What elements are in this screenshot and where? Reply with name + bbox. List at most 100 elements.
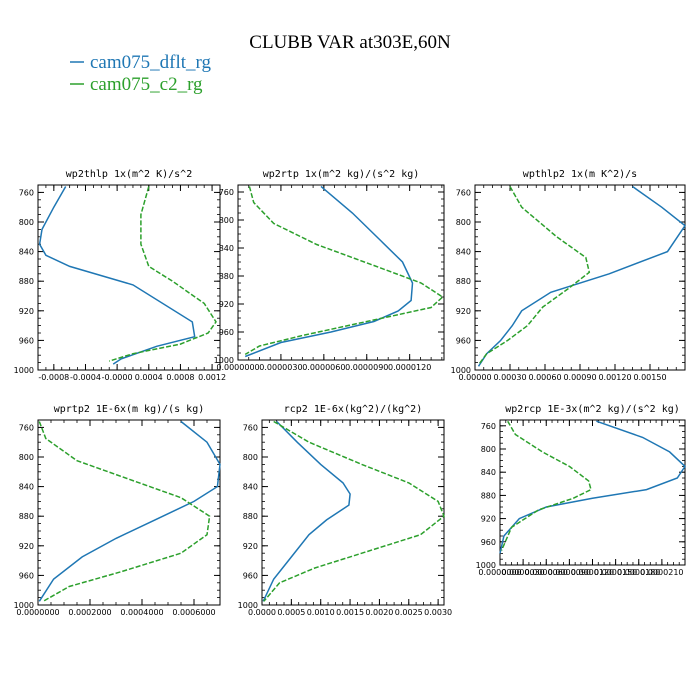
x-tick-label: -0.0008 <box>38 373 69 382</box>
y-tick-label: 1000 <box>214 356 234 365</box>
y-tick-label: 1000 <box>14 601 34 610</box>
y-tick-label: 920 <box>481 515 496 524</box>
series-line-dflt <box>244 185 414 358</box>
x-tick-label: 0.00150 <box>633 373 666 382</box>
y-tick-label: 760 <box>481 422 496 431</box>
panel-5: rcp2 1E-6x(kg^2)/(kg^2) 760 800 840 880 920 96… <box>238 404 452 617</box>
y-tick-label: 960 <box>219 328 234 337</box>
x-tick-label: 0.0000150 <box>594 568 637 577</box>
y-tick-label: 960 <box>456 336 471 345</box>
y-tick-label: 880 <box>243 512 258 521</box>
y-tick-label: 880 <box>19 512 34 521</box>
y-tick-label: 1000 <box>14 366 34 375</box>
y-tick-label: 840 <box>243 483 258 492</box>
x-tick-label: 0.0015 <box>336 608 364 617</box>
series-line-dflt <box>477 185 687 367</box>
y-tick-label: 800 <box>481 445 496 454</box>
y-tick-label: 760 <box>219 188 234 197</box>
x-tick-label: 0.0025 <box>395 608 423 617</box>
series-line-c2 <box>38 421 211 602</box>
panel-2: wp2rtp 1x(m^2 kg)/(s^2 kg) 760 800 840 880 92… <box>214 169 445 372</box>
panel-title: wpthlp2 1x(m K^2)/s <box>523 169 637 180</box>
x-tick-label: 0.00060 <box>528 373 561 382</box>
panel-title: wprtp2 1E-6x(m kg)/(s kg) <box>54 404 205 415</box>
x-tick-label: 0.0000120 <box>571 568 614 577</box>
x-tick-label: 0.0000090 <box>548 568 591 577</box>
legend-label-c2: cam075_c2_rg <box>90 74 203 95</box>
y-tick-label: 920 <box>19 542 34 551</box>
axes-frame <box>37 184 221 371</box>
x-tick-label: 0.0010 <box>307 608 335 617</box>
x-tick-label: 0.00090 <box>563 373 596 382</box>
x-tick-label: 0.00120 <box>598 373 631 382</box>
series-line-c2 <box>244 186 444 356</box>
x-tick-label: 0.0008 <box>166 373 194 382</box>
panel-title: wp2rtp 1x(m^2 kg)/(s^2 kg) <box>263 169 420 180</box>
y-tick-label: 880 <box>19 277 34 286</box>
panel-title: rcp2 1E-6x(kg^2)/(kg^2) <box>284 404 422 415</box>
series-line-c2 <box>500 420 592 551</box>
y-tick-label: 960 <box>481 538 496 547</box>
x-tick-label: 0.0000120 <box>388 363 431 372</box>
x-tick-label: -0.0000 <box>102 373 133 382</box>
y-tick-label: 960 <box>19 571 34 580</box>
series-line-dflt <box>38 420 221 602</box>
y-tick-label: 760 <box>456 188 471 197</box>
y-tick-label: 760 <box>19 188 34 197</box>
legend-label-dflt: cam075_dflt_rg <box>90 52 212 73</box>
y-tick-label: 920 <box>219 300 234 309</box>
panel-1: wp2thlp 1x(m^2 K)/s^2 760 800 840 880 920 960 1… <box>14 169 226 382</box>
y-tick-label: 760 <box>19 423 34 432</box>
x-tick-label: 0.0000210 <box>640 568 683 577</box>
y-tick-label: 1000 <box>451 366 471 375</box>
x-tick-label: 0.0004 <box>135 373 163 382</box>
x-tick-label: 0.0000060 <box>302 363 345 372</box>
x-tick-label: -0.0004 <box>70 373 101 382</box>
y-tick-label: 1000 <box>476 561 496 570</box>
y-tick-label: 1000 <box>238 601 258 610</box>
x-tick-label: 0.0000090 <box>345 363 388 372</box>
y-tick-label: 920 <box>243 542 258 551</box>
y-tick-label: 800 <box>243 453 258 462</box>
y-tick-label: 920 <box>456 307 471 316</box>
y-tick-label: 840 <box>456 248 471 257</box>
x-tick-label: 0.0005 <box>277 608 305 617</box>
y-tick-label: 800 <box>19 453 34 462</box>
y-tick-label: 840 <box>19 248 34 257</box>
x-tick-label: 0.0000 <box>248 608 276 617</box>
series-line-dflt <box>499 420 686 554</box>
y-tick-label: 800 <box>219 216 234 225</box>
series-line-c2 <box>263 420 445 602</box>
x-tick-label: 0.0000180 <box>617 568 660 577</box>
y-tick-label: 920 <box>19 307 34 316</box>
y-tick-label: 800 <box>19 218 34 227</box>
y-tick-label: 840 <box>219 244 234 253</box>
x-tick-label: 0.0000000 <box>16 608 59 617</box>
y-tick-label: 840 <box>481 468 496 477</box>
panels: wp2thlp 1x(m^2 K)/s^2 760 800 840 880 920 960 1… <box>14 169 687 617</box>
panel-6: wp2rcp 1E-3x(m^2 kg)/(s^2 kg) 760 800 840 88… <box>476 404 686 577</box>
x-tick-label: 0.00030 <box>493 373 526 382</box>
x-tick-label: 0.0000060 <box>525 568 568 577</box>
x-tick-label: 0.0002000 <box>68 608 111 617</box>
y-tick-label: 840 <box>19 483 34 492</box>
y-tick-label: 960 <box>19 336 34 345</box>
y-tick-label: 800 <box>456 218 471 227</box>
figure-title: CLUBB VAR at303E,60N <box>249 32 451 53</box>
x-tick-label: 0.0000000 <box>216 363 259 372</box>
x-tick-label: 0.0020 <box>365 608 393 617</box>
y-tick-label: 880 <box>481 491 496 500</box>
axes-frame <box>261 419 445 606</box>
y-tick-label: 880 <box>219 272 234 281</box>
x-tick-label: 0.0000030 <box>259 363 302 372</box>
x-tick-label: 0.0006000 <box>172 608 215 617</box>
x-tick-label: 0.0030 <box>424 608 452 617</box>
x-tick-label: 0.0004000 <box>120 608 163 617</box>
panel-title: wp2thlp 1x(m^2 K)/s^2 <box>66 169 192 180</box>
x-tick-label: 0.0000000 <box>478 568 521 577</box>
x-tick-label: 0.0012 <box>198 373 226 382</box>
series-line-dflt <box>38 186 196 365</box>
panel-3: wpthlp2 1x(m K^2)/s 760 800 840 880 920 960 100… <box>451 169 687 382</box>
